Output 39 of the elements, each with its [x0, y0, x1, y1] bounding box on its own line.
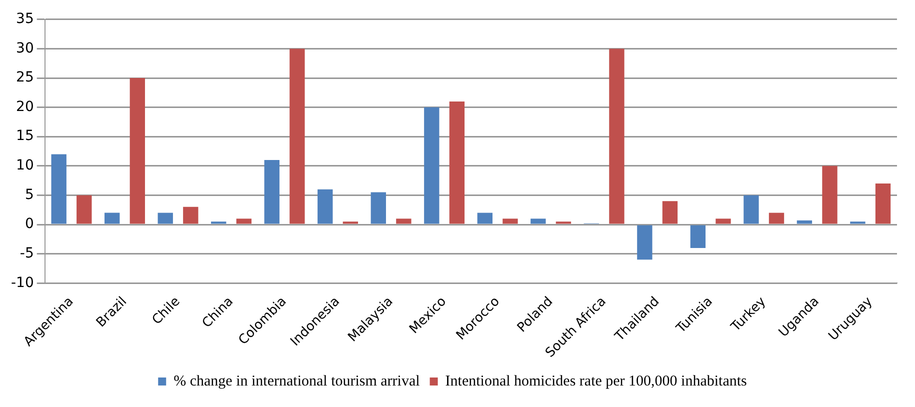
bar — [370, 192, 386, 224]
bar — [716, 218, 731, 224]
bar — [264, 160, 280, 224]
bar — [158, 212, 173, 224]
legend-label: % change in international tourism arrival — [174, 373, 420, 390]
bar — [424, 107, 440, 224]
bar — [104, 212, 120, 224]
bar — [183, 206, 198, 224]
bar — [530, 218, 546, 224]
bar — [502, 218, 518, 224]
bar — [796, 220, 812, 224]
bar — [236, 218, 252, 224]
y-tick-label: 20 — [16, 98, 34, 115]
bar — [637, 225, 652, 260]
bar — [875, 183, 891, 224]
y-tick-label: 5 — [24, 186, 34, 203]
y-tick-label: 35 — [16, 11, 34, 28]
bar — [609, 48, 624, 224]
y-tick-label: 30 — [16, 40, 34, 56]
y-tick-label: -5 — [20, 245, 34, 262]
bar — [51, 154, 66, 224]
y-tick-label: -10 — [10, 274, 34, 291]
bar — [318, 189, 333, 224]
y-tick-label: 25 — [16, 70, 34, 86]
y-tick-label: 15 — [16, 128, 34, 144]
bar — [477, 212, 493, 224]
bar — [130, 78, 145, 224]
y-tick-label: 10 — [16, 158, 34, 174]
bar — [662, 201, 678, 224]
bar — [396, 218, 412, 224]
legend-label: Intentional homicides rate per 100,000 inhabitants — [445, 373, 748, 390]
bar — [76, 195, 92, 224]
bar — [768, 212, 784, 224]
bar — [744, 195, 759, 224]
y-tick-label: 0 — [24, 216, 34, 232]
bar — [822, 166, 838, 224]
bar — [290, 48, 305, 224]
bar — [690, 225, 706, 248]
bar — [449, 101, 465, 224]
